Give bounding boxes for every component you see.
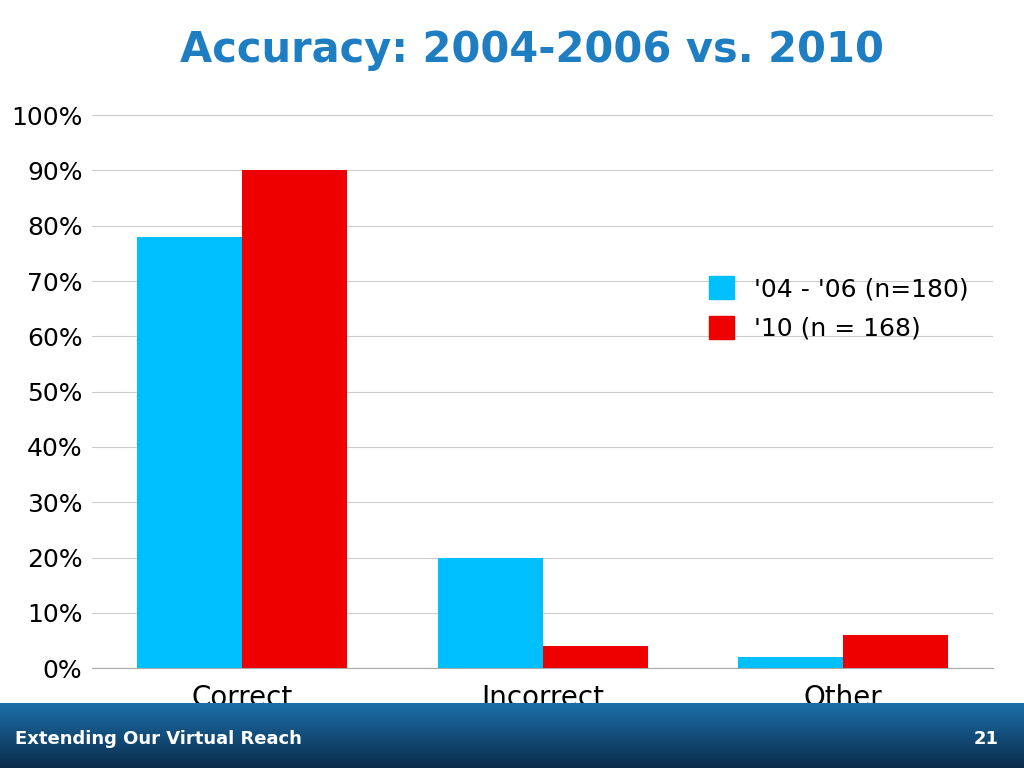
Bar [137, 237, 243, 668]
Legend: '04 - '06 (n=180), '10 (n = 168): '04 - '06 (n=180), '10 (n = 168) [696, 264, 981, 353]
Bar [243, 170, 347, 668]
Bar [543, 646, 648, 668]
Text: Extending Our Virtual Reach: Extending Our Virtual Reach [15, 730, 302, 747]
Bar [437, 558, 543, 668]
Text: 21: 21 [974, 730, 998, 747]
Text: Accuracy: 2004-2006 vs. 2010: Accuracy: 2004-2006 vs. 2010 [180, 29, 885, 71]
Bar [843, 635, 948, 668]
Bar [738, 657, 843, 668]
